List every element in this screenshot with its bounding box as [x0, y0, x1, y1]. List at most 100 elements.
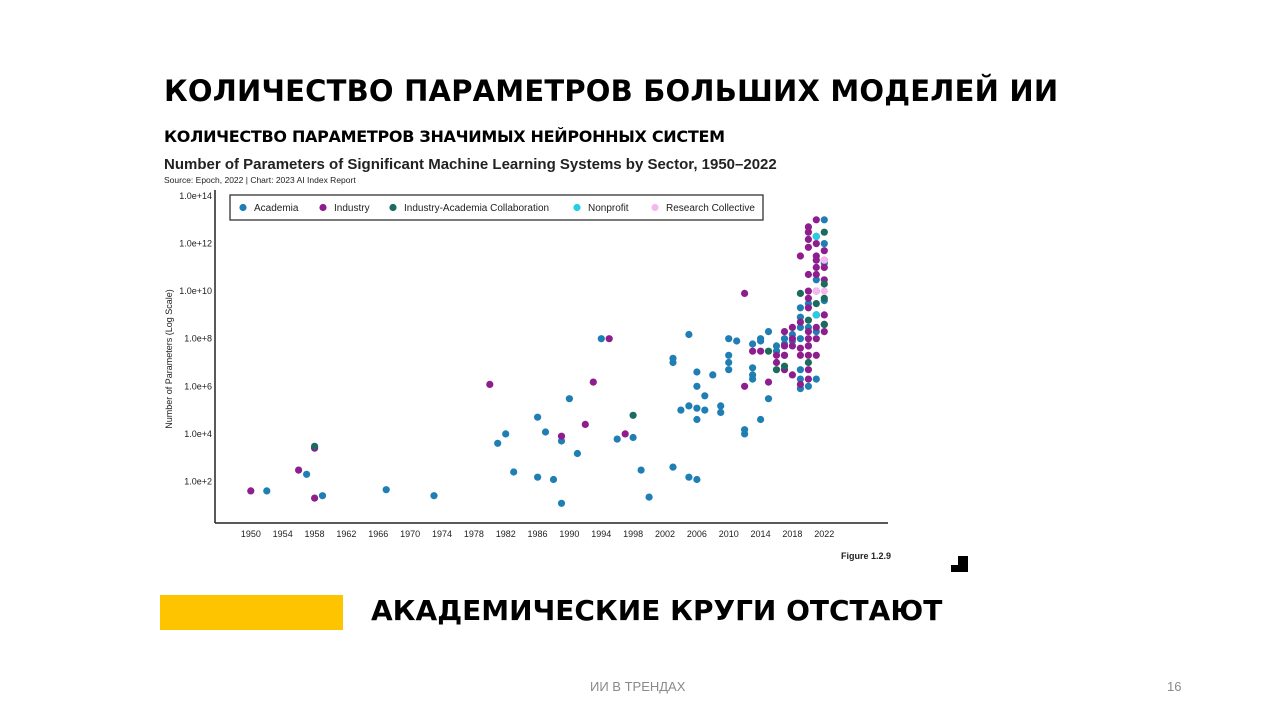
point-academia — [693, 382, 701, 390]
point-academia — [757, 415, 765, 424]
point-academia — [685, 473, 693, 481]
y-tick-label: 1.0e+8 — [184, 334, 212, 344]
point-industry — [772, 358, 781, 367]
point-industry — [812, 216, 820, 224]
point-academia — [764, 328, 773, 336]
point-academia — [796, 304, 805, 312]
point-academia — [820, 240, 828, 248]
point-industry-academia-collaboration — [812, 300, 820, 308]
point-academia — [685, 402, 693, 410]
point-academia — [541, 428, 550, 436]
point-industry — [796, 344, 805, 352]
x-tick-label: 1998 — [623, 529, 643, 539]
bottom-heading: АКАДЕМИЧЕСКИЕ КРУГИ ОТСТАЮТ — [371, 594, 943, 627]
point-industry — [812, 323, 820, 331]
point-industry — [741, 289, 749, 297]
point-industry — [621, 430, 629, 438]
y-tick-label: 1.0e+12 — [179, 239, 212, 249]
point-academia — [669, 358, 677, 367]
point-academia — [693, 368, 701, 376]
y-tick-label: 1.0e+6 — [184, 381, 212, 391]
y-tick-label: 1.0e+14 — [179, 191, 212, 201]
point-academia — [725, 351, 733, 359]
point-industry — [589, 378, 597, 386]
point-industry — [247, 487, 255, 495]
point-academia — [757, 337, 765, 345]
point-industry — [788, 342, 797, 350]
point-industry — [804, 335, 813, 343]
chart-source: Source: Epoch, 2022 | Chart: 2023 AI Ind… — [164, 175, 356, 185]
y-ticks: 1.0e+2 1.0e+4 1.0e+6 1.0e+8 1.0e+10 1.0e+12 1.… — [179, 191, 212, 486]
point-industry-academia-collaboration — [804, 316, 813, 324]
point-academia — [303, 470, 311, 478]
point-industry — [820, 328, 828, 336]
point-industry — [780, 328, 789, 336]
point-industry — [804, 351, 813, 359]
legend-label-research-collective: Research Collective — [666, 203, 755, 214]
point-industry-academia-collaboration — [311, 442, 319, 450]
y-axis-label: Number of Parameters (Log Scale) — [164, 289, 174, 429]
point-industry — [605, 335, 613, 343]
point-industry — [804, 243, 813, 251]
point-industry — [804, 270, 813, 279]
point-industry — [796, 380, 805, 388]
point-academia — [263, 487, 271, 495]
point-academia — [764, 395, 773, 403]
legend-marker-nonprofit — [573, 203, 581, 212]
point-academia — [430, 492, 438, 500]
point-academia — [502, 430, 510, 438]
point-academia — [534, 413, 542, 421]
legend-marker-industry — [319, 203, 327, 212]
point-industry — [804, 342, 813, 350]
legend-label-industry-academia-collaboration: Industry-Academia Collaboration — [404, 203, 549, 214]
point-industry — [788, 371, 797, 379]
point-industry-academia-collaboration — [820, 294, 828, 302]
point-industry-academia-collaboration — [764, 347, 773, 355]
chart-legend: Academia Industry Industry-Academia Collab… — [229, 194, 764, 221]
point-industry-academia-collaboration — [804, 358, 813, 367]
point-industry-academia-collaboration — [780, 362, 789, 370]
point-industry — [311, 494, 319, 502]
point-industry-academia-collaboration — [772, 366, 781, 374]
x-tick-label: 1950 — [241, 529, 261, 539]
point-academia — [693, 475, 701, 484]
point-academia — [796, 375, 805, 383]
point-industry — [295, 466, 303, 474]
point-industry — [486, 380, 494, 388]
point-academia — [565, 395, 574, 403]
x-tick-label: 1990 — [559, 529, 579, 539]
point-nonprofit — [812, 232, 820, 240]
slide-title: КОЛИЧЕСТВО ПАРАМЕТРОВ БОЛЬШИХ МОДЕЛЕЙ ИИ — [164, 74, 1059, 108]
point-academia — [629, 433, 637, 442]
point-industry — [812, 263, 820, 271]
point-industry — [820, 263, 828, 271]
point-industry — [796, 318, 805, 326]
x-tick-label: 2022 — [814, 529, 834, 539]
x-tick-label: 1958 — [305, 529, 325, 539]
x-ticks: 1950 1954 1958 1962 1966 1970 1974 1978 1982 1986… — [241, 529, 834, 539]
point-industry — [557, 432, 566, 440]
point-academia — [741, 426, 749, 434]
point-academia — [613, 435, 621, 443]
chart-title: Number of Parameters of Significant Mach… — [164, 156, 777, 173]
corner-mark — [951, 556, 968, 572]
point-academia — [597, 335, 605, 343]
point-academia — [693, 415, 701, 424]
point-industry — [757, 347, 765, 355]
point-industry-academia-collaboration — [820, 228, 828, 236]
point-industry — [788, 335, 797, 343]
point-academia — [725, 358, 733, 367]
point-academia — [709, 371, 717, 379]
x-tick-label: 2002 — [655, 529, 675, 539]
point-industry — [796, 252, 805, 260]
point-industry — [804, 375, 813, 383]
x-tick-label: 1986 — [528, 529, 548, 539]
x-tick-label: 2010 — [719, 529, 739, 539]
y-tick-label: 1.0e+2 — [184, 476, 212, 486]
point-industry-academia-collaboration — [820, 320, 828, 328]
x-tick-label: 2006 — [687, 529, 707, 539]
point-research-collective — [820, 287, 828, 295]
point-academia — [820, 216, 828, 224]
point-academia — [733, 337, 741, 345]
